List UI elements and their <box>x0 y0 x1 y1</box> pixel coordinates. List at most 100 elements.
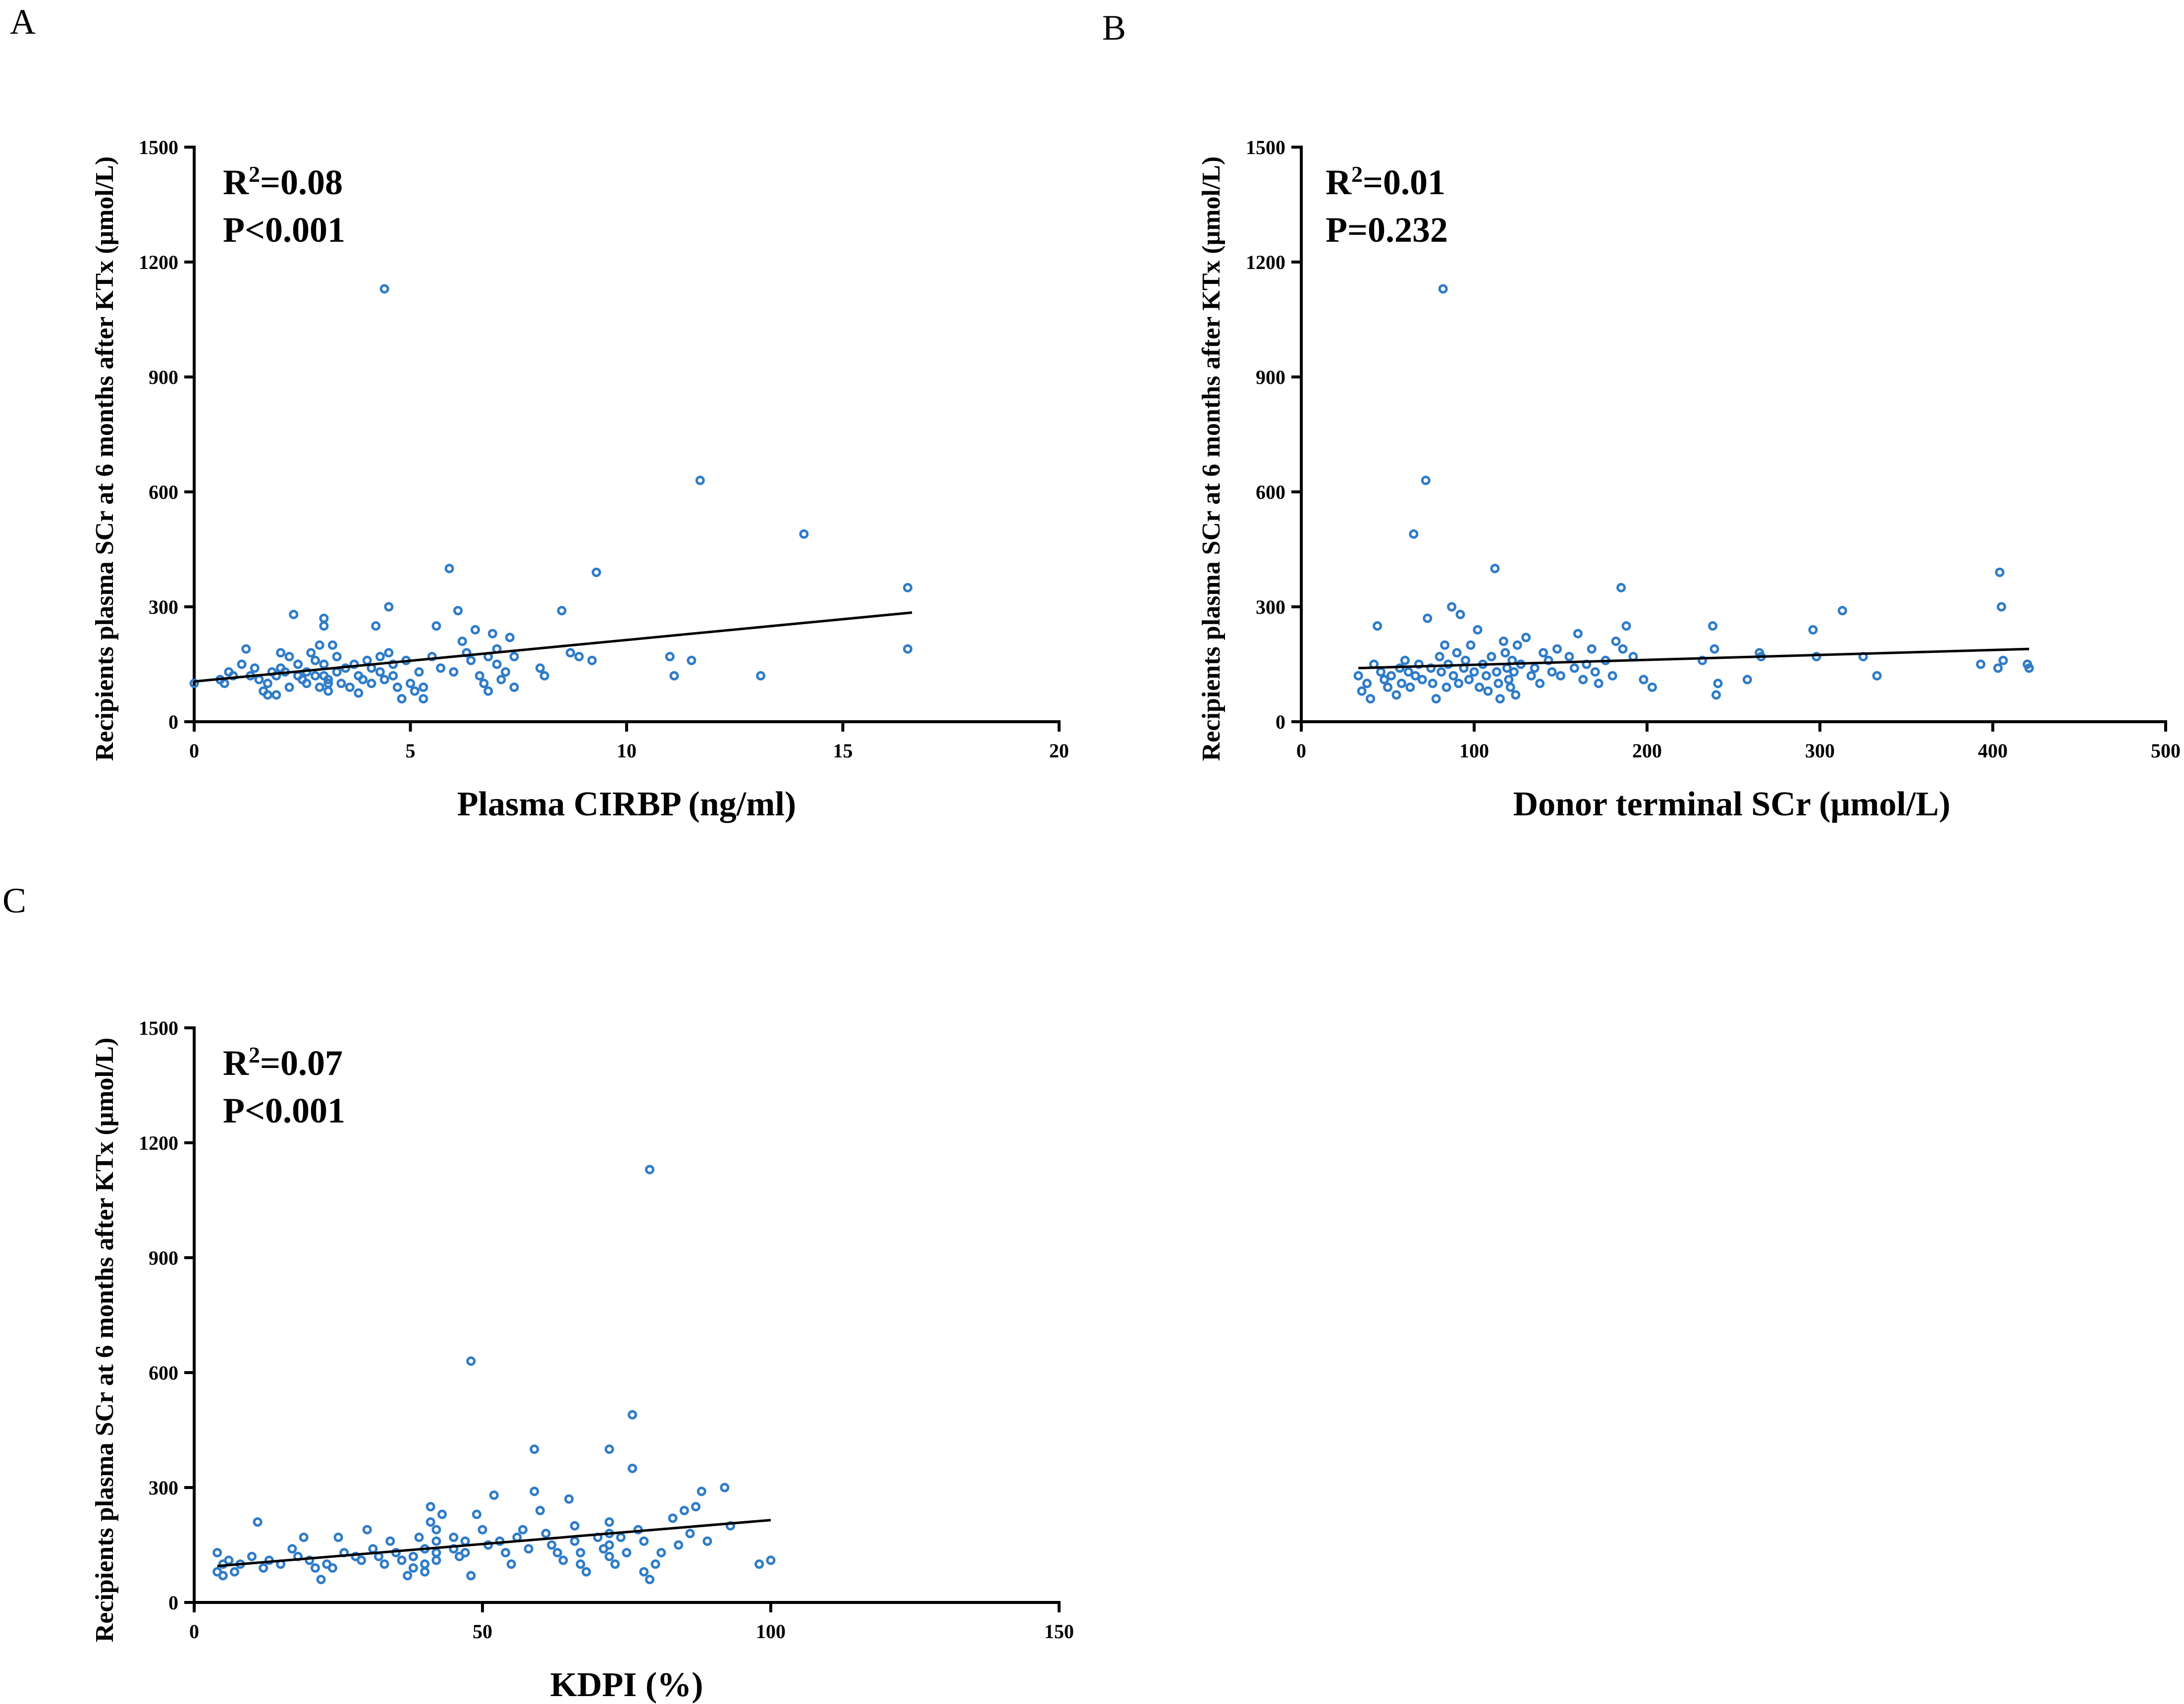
panel-c-data-point <box>357 1555 367 1565</box>
panel-c-y-axis-label: Recipients plasma SCr at 6 months after … <box>91 1038 119 1643</box>
panel-c-x-tick-label: 150 <box>1044 1620 1074 1643</box>
panel-c-data-point <box>685 1529 695 1539</box>
panel-c-data-point <box>628 1463 638 1473</box>
panel-a-data-point <box>263 690 272 700</box>
panel-b-data-point <box>1564 652 1574 662</box>
panel-a-data-point <box>470 625 480 635</box>
panel-a-data-point <box>302 679 312 689</box>
panel-c-data-point <box>478 1525 487 1535</box>
panel-c-data-point <box>535 1505 545 1515</box>
panel-b-data-point <box>1552 644 1562 654</box>
panel-b-data-point <box>1466 640 1476 650</box>
panel-c-r2-stat: R2=0.07 <box>223 1042 343 1083</box>
panel-a-p-value: P<0.001 <box>223 210 345 250</box>
panel-a-data-point <box>367 679 376 689</box>
panel-a-data-point <box>388 659 398 669</box>
panel-c-data-point <box>639 1567 649 1577</box>
panel-b-data-point <box>1440 640 1450 650</box>
panel-c-data-point <box>299 1533 309 1543</box>
panel-a-data-point <box>505 633 515 642</box>
panel-c-regression <box>217 1519 771 1568</box>
panel-a-data-point <box>306 648 316 658</box>
panel-b: B Recipients plasma SCr at 6 months afte… <box>1102 8 2181 823</box>
panel-b-data-point <box>1447 602 1457 612</box>
panel-c-data-point <box>431 1525 441 1535</box>
panel-a-data-point <box>237 659 247 669</box>
panel-a-data-point <box>263 679 272 689</box>
panel-a-data-point <box>419 682 428 692</box>
panel-a-data-point <box>345 682 355 692</box>
panel-a-data-point <box>293 659 303 669</box>
panel-c-data-point <box>582 1567 591 1577</box>
panel-a-data-point <box>332 652 342 662</box>
panel-a-data-point <box>241 644 251 654</box>
panel-c-data-point <box>218 1571 228 1581</box>
panel-b-data-point <box>1483 686 1493 696</box>
panel-b-data-point <box>1505 682 1515 692</box>
panel-b-data-point <box>1380 675 1389 685</box>
panel-b-data-point <box>1448 671 1458 681</box>
panel-b-data-point <box>1423 613 1433 623</box>
panel-b-data-point <box>1357 686 1367 696</box>
panel-b-data-point <box>1409 529 1419 539</box>
panel-a-data-point <box>436 663 446 673</box>
panel-b-x-tick-label: 200 <box>1632 740 1662 762</box>
panel-b-data-point <box>1590 667 1600 677</box>
panel-b-data-point <box>1431 694 1441 704</box>
panel-c: C Recipients plasma SCr at 6 months afte… <box>2 881 1074 1704</box>
panel-b-data-point <box>1872 671 1882 681</box>
panel-c-data-point <box>362 1525 372 1535</box>
panel-c-data-point <box>754 1559 764 1569</box>
panel-c-data-point <box>674 1540 684 1550</box>
panel-c-data-point <box>650 1559 660 1569</box>
panel-b-data-point <box>1464 675 1474 685</box>
panel-b-r2-stat: R2=0.01 <box>1326 161 1445 203</box>
panel-a-y-tick-label: 0 <box>168 711 178 733</box>
panel-b-data-point <box>1455 609 1465 619</box>
panel-c-data-point <box>437 1509 447 1519</box>
panel-a-data-point <box>587 655 597 665</box>
panel-c-data-point <box>426 1502 435 1512</box>
panel-a-data-point <box>444 564 454 574</box>
panel-a-data-point <box>539 671 549 681</box>
panel-a-data-point <box>410 686 420 696</box>
panel-c-data-point <box>379 1559 389 1569</box>
panel-a-data-point <box>375 652 385 662</box>
panel-b-data-point <box>1993 663 2003 673</box>
panel-b-data-point <box>1578 675 1588 685</box>
panel-a-data-point <box>250 663 260 673</box>
panel-a-y-tick-label: 900 <box>149 366 178 388</box>
panel-a-data-point <box>427 652 437 662</box>
panel-b-y-tick-label: 0 <box>1276 711 1285 733</box>
panel-a-data-point <box>453 606 463 616</box>
panel-b-data-point <box>1639 675 1649 685</box>
panel-b-data-point <box>1414 659 1424 669</box>
panel-c-data-point <box>431 1536 441 1546</box>
panel-c-y-tick-label: 1200 <box>139 1132 178 1154</box>
panel-c-data-point <box>414 1533 424 1543</box>
panel-a: A Recipients plasma SCr at 6 months afte… <box>10 2 1069 823</box>
panel-b-x-tick-label: 0 <box>1296 740 1306 762</box>
panel-b-data-point <box>1742 675 1752 685</box>
panel-c-data-point <box>628 1410 638 1420</box>
panel-b-p-value: P=0.232 <box>1326 210 1448 250</box>
panel-a-x-tick-label: 20 <box>1049 740 1069 762</box>
panel-c-data-point <box>403 1571 413 1581</box>
panel-c-data-point <box>259 1563 268 1573</box>
panel-a-data-point <box>687 655 696 665</box>
panel-b-data-point <box>1410 671 1420 681</box>
panel-a-data-point <box>358 675 368 685</box>
panel-b-data-point <box>1493 679 1503 689</box>
panel-b-x-tick-label: 100 <box>1459 740 1489 762</box>
panel-b-data-point <box>1539 648 1548 658</box>
panel-b-data-point <box>1698 655 1707 665</box>
panel-a-data-point <box>327 640 337 650</box>
panel-c-data-point <box>287 1544 297 1554</box>
panel-b-x-tick-label: 400 <box>1978 740 2008 762</box>
panel-a-data-point <box>276 648 286 658</box>
panel-a-data-point <box>289 609 299 619</box>
panel-a-data-point <box>903 644 912 654</box>
panel-b-data-point <box>1396 679 1406 689</box>
panel-b-data-point <box>1437 667 1446 677</box>
panel-c-x-tick-label: 50 <box>473 1620 492 1643</box>
